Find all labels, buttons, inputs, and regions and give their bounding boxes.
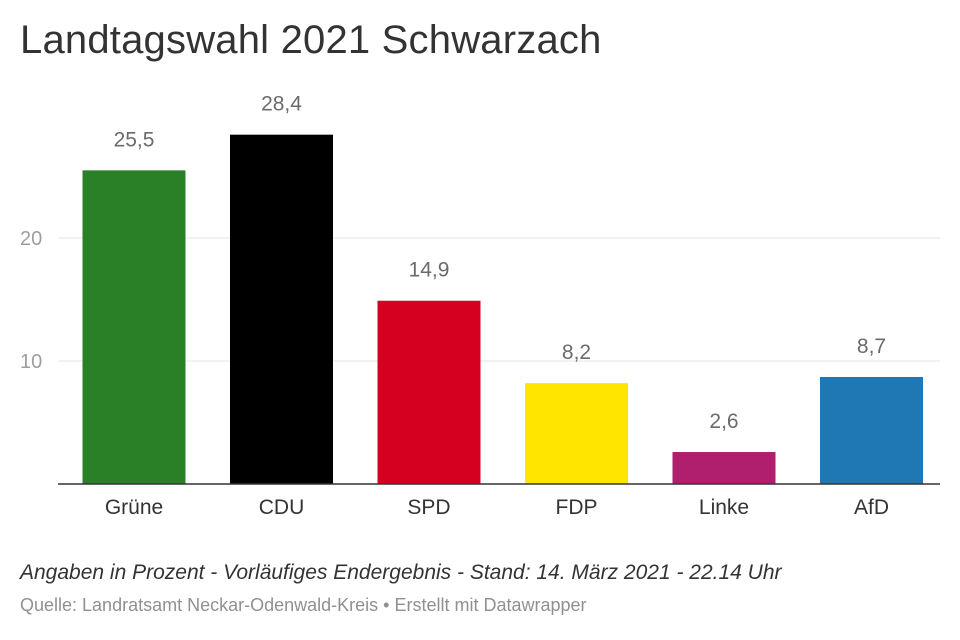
chart-source: Quelle: Landratsamt Neckar-Odenwald-Krei… xyxy=(20,595,587,615)
bar xyxy=(230,134,333,484)
data-label: 8,2 xyxy=(562,341,591,364)
bar xyxy=(820,376,923,484)
bars xyxy=(82,134,923,484)
gridlines: 10 20 xyxy=(20,228,940,373)
bar xyxy=(672,452,776,484)
bar xyxy=(82,170,186,484)
x-tick-label: Grüne xyxy=(105,496,163,519)
data-label: 8,7 xyxy=(857,335,886,358)
chart-note: Angaben in Prozent - Vorläufiges Enderge… xyxy=(20,561,782,584)
value-labels: 25,5 28,4 14,9 8,2 2,6 8,7 xyxy=(114,93,887,433)
data-label: 28,4 xyxy=(261,93,302,116)
data-label: 14,9 xyxy=(409,259,450,282)
bar xyxy=(377,300,481,484)
x-tick-label: CDU xyxy=(259,496,305,519)
data-label: 25,5 xyxy=(114,128,155,151)
y-tick-label: 20 xyxy=(20,228,42,250)
bar xyxy=(525,383,628,484)
x-tick-label: AfD xyxy=(854,496,889,519)
x-tick-label: Linke xyxy=(699,496,749,519)
data-label: 2,6 xyxy=(709,410,738,433)
x-axis: Grüne CDU SPD FDP Linke AfD xyxy=(58,483,940,519)
x-tick-label: SPD xyxy=(407,496,450,519)
y-tick-label: 10 xyxy=(20,351,42,373)
x-tick-label: FDP xyxy=(556,496,598,519)
chart-title: Landtagswahl 2021 Schwarzach xyxy=(20,18,602,62)
